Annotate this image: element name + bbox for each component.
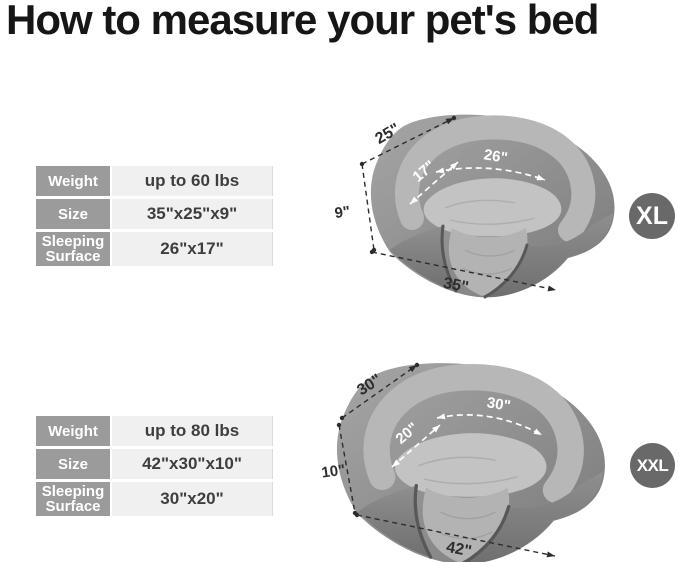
dim-label-bottom: 42" — [445, 539, 473, 561]
arrowhead — [392, 459, 400, 467]
piping-seam-left — [413, 483, 433, 559]
arrowhead — [408, 365, 417, 373]
dim-line-side — [338, 424, 356, 514]
bed-corner-right — [485, 213, 613, 298]
front-texture-line — [464, 249, 516, 257]
front-texture-line — [461, 267, 513, 275]
bed-plush-rim — [395, 115, 596, 242]
dim-line-top — [361, 117, 455, 165]
dim-line-side — [361, 163, 375, 251]
dim-line-top — [341, 364, 418, 419]
size-badge-xl: XL — [629, 193, 675, 239]
dim-line-bottom — [356, 514, 556, 557]
arrowhead — [437, 413, 446, 420]
dim-line-bottom — [371, 251, 557, 291]
dim-endpoint — [336, 422, 342, 428]
xl-bed-figure: 25" 9" 35" 17" 26" — [334, 114, 615, 299]
dim-label-side: 9" — [334, 203, 352, 222]
piping-seam-right — [483, 243, 529, 299]
spec-value-sleeping-surface: 26"x17" — [112, 232, 273, 266]
front-texture-line — [440, 511, 496, 520]
table-row: Sleeping Surface 30"x20" — [36, 482, 273, 516]
arrowhead — [546, 551, 555, 558]
bed-corner-left — [390, 226, 456, 291]
spec-label-size: Size — [36, 449, 110, 479]
cushion-texture-line — [449, 217, 536, 225]
spec-value-weight: up to 60 lbs — [112, 166, 273, 196]
xl-dimension-overlay: 25" 9" 35" 17" 26" — [334, 115, 557, 296]
table-row: Size 35"x25"x9" — [36, 199, 273, 229]
front-texture-line — [436, 531, 493, 540]
dim-label-side: 10" — [320, 461, 346, 481]
bed-plush-rim — [363, 363, 584, 504]
dim-line-inner-width — [435, 167, 546, 181]
dim-label-inner-width: 30" — [486, 394, 512, 415]
piping-seam-right — [462, 504, 511, 562]
arrowhead — [432, 425, 440, 433]
table-row: Sleeping Surface 26"x17" — [36, 232, 273, 266]
dim-endpoint — [354, 512, 360, 518]
spec-label-size: Size — [36, 199, 110, 229]
spec-value-weight: up to 80 lbs — [112, 416, 273, 446]
size-badge-xxl: XXL — [630, 443, 675, 488]
arrowhead — [536, 174, 545, 181]
arrowhead — [410, 196, 418, 204]
xl-spec-table: Weight up to 60 lbs Size 35"x25"x9" Slee… — [36, 166, 273, 269]
spec-label-sleeping-surface: Sleeping Surface — [36, 482, 110, 516]
arrowhead — [547, 285, 556, 292]
xxl-bed-figure: 30" 10" 42" 20" 30" — [320, 362, 605, 562]
arrowhead — [445, 118, 454, 125]
dim-line-inner-width — [436, 414, 543, 436]
cushion-texture-line — [418, 456, 496, 467]
cushion-texture-line — [444, 199, 516, 209]
arrowhead — [533, 428, 542, 435]
bed-corner-right — [464, 471, 604, 562]
spec-label-weight: Weight — [36, 416, 110, 446]
arrowhead — [436, 167, 445, 174]
pet-bed-illustration-xxl — [336, 363, 605, 562]
table-row: Weight up to 60 lbs — [36, 166, 273, 196]
dim-endpoint — [359, 161, 365, 167]
spec-value-size: 42"x30"x10" — [112, 449, 273, 479]
arrowhead — [450, 162, 458, 170]
dim-endpoint — [339, 415, 345, 421]
spec-value-sleeping-surface: 30"x20" — [112, 482, 273, 516]
page-title: How to measure your pet's bed — [6, 0, 599, 43]
dim-endpoint — [369, 249, 375, 255]
cushion-texture-line — [423, 476, 518, 485]
dim-label-inner-width: 26" — [483, 146, 509, 167]
spec-value-size: 35"x25"x9" — [112, 199, 273, 229]
dim-line-inner-depth — [391, 424, 441, 468]
bed-corner-left — [358, 485, 431, 558]
spec-label-weight: Weight — [36, 166, 110, 196]
table-row: Weight up to 80 lbs — [36, 416, 273, 446]
spec-label-sleeping-surface: Sleeping Surface — [36, 232, 110, 266]
table-row: Size 42"x30"x10" — [36, 449, 273, 479]
xxl-spec-table: Weight up to 80 lbs Size 42"x30"x10" Sle… — [36, 416, 273, 519]
dim-label-bottom: 35" — [442, 275, 470, 297]
pet-bed-illustration-xl — [370, 114, 615, 299]
piping-seam-left — [440, 224, 458, 293]
